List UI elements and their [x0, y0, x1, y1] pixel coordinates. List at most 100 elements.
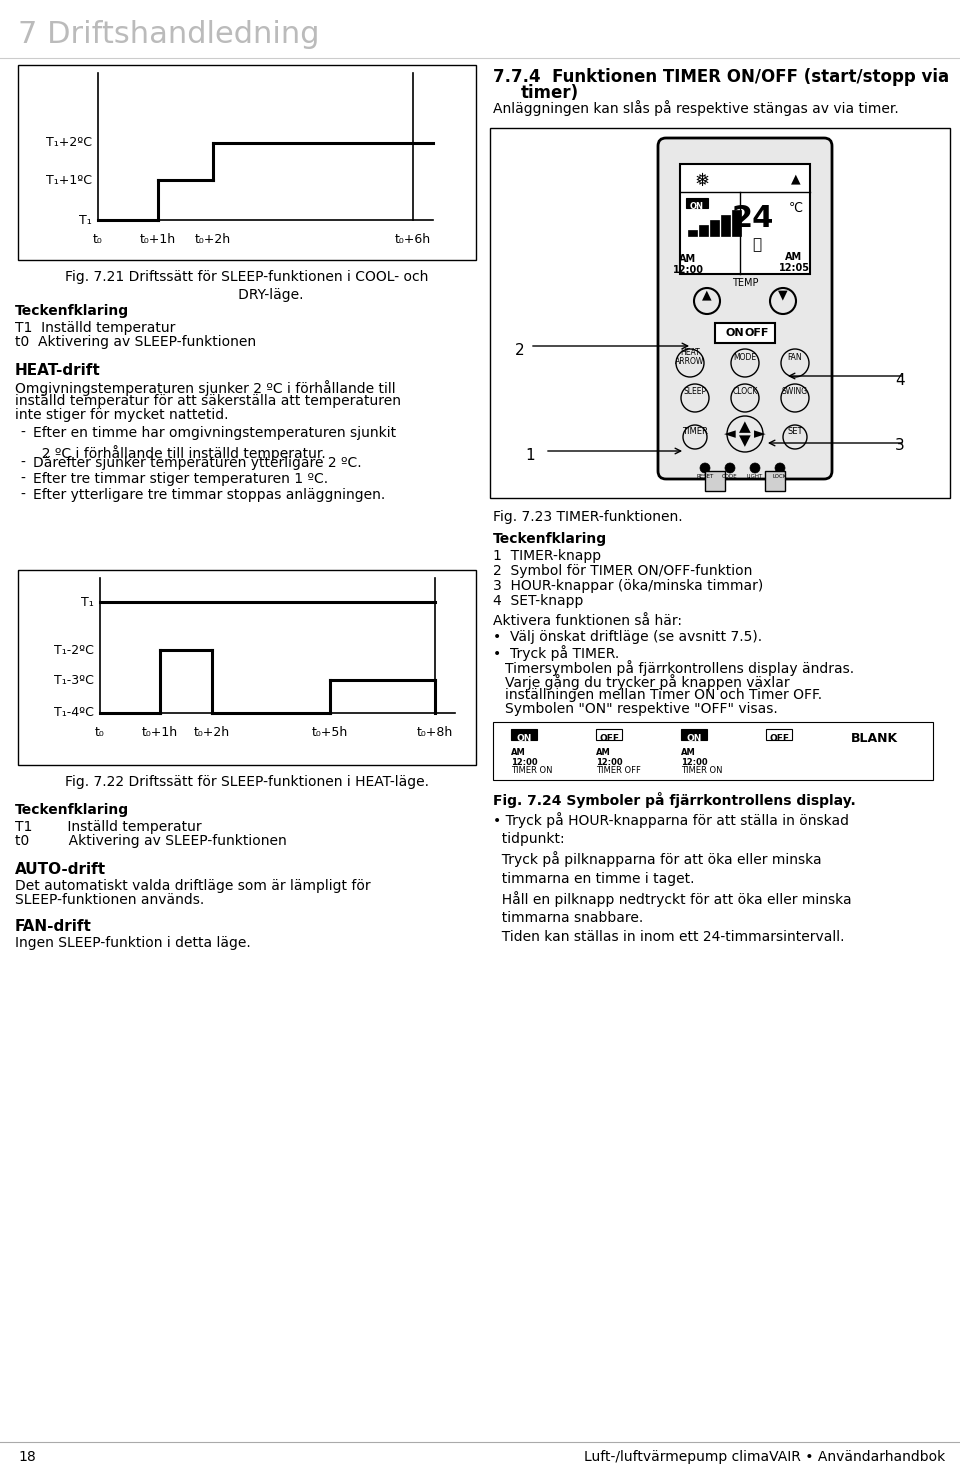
Text: ℃: ℃ [789, 202, 803, 216]
FancyBboxPatch shape [658, 138, 832, 479]
Text: 4: 4 [895, 372, 904, 388]
Text: 1  TIMER-knapp: 1 TIMER-knapp [493, 548, 601, 563]
Text: t0         Aktivering av SLEEP-funktionen: t0 Aktivering av SLEEP-funktionen [15, 834, 287, 847]
Text: CODE: CODE [722, 474, 738, 479]
Text: T1  Inställd temperatur: T1 Inställd temperatur [15, 321, 176, 336]
Text: Teckenfklaring: Teckenfklaring [493, 532, 607, 545]
Text: ▲: ▲ [702, 289, 711, 302]
Text: Teckenfklaring: Teckenfklaring [15, 303, 130, 318]
Text: SLEEP-funktionen används.: SLEEP-funktionen används. [15, 893, 204, 907]
Text: MODE: MODE [733, 352, 756, 362]
Text: TIMER: TIMER [682, 427, 708, 435]
Text: OFF: OFF [745, 328, 769, 339]
Text: timer): timer) [521, 84, 579, 103]
Text: AM
12:00: AM 12:00 [596, 748, 623, 767]
Text: Omgivningstemperaturen sjunker 2 ºC i förhållande till: Omgivningstemperaturen sjunker 2 ºC i fö… [15, 380, 396, 396]
Text: ◄: ◄ [724, 427, 736, 441]
Text: T₁+2ºC: T₁+2ºC [46, 136, 92, 150]
Text: Anläggningen kan slås på respektive stängas av via timer.: Anläggningen kan slås på respektive stän… [493, 100, 899, 116]
Text: TIMER OFF: TIMER OFF [596, 767, 641, 776]
Text: AM
12:05: AM 12:05 [779, 252, 809, 273]
Text: ON: ON [726, 328, 744, 339]
Text: 3  HOUR-knappar (öka/minska timmar): 3 HOUR-knappar (öka/minska timmar) [493, 579, 763, 594]
Bar [511, 729, 537, 740]
Text: t₀+5h: t₀+5h [312, 726, 348, 739]
Text: t₀: t₀ [95, 726, 105, 739]
Circle shape [750, 463, 760, 474]
Text: • Tryck på HOUR-knapparna för att ställa in önskad
  tidpunkt:
  Tryck på pilkna: • Tryck på HOUR-knapparna för att ställa… [493, 812, 852, 944]
Text: •  Tryck på TIMER.: • Tryck på TIMER. [493, 645, 619, 661]
Bar [596, 729, 622, 740]
Text: 2: 2 [515, 343, 524, 358]
Text: LIGHT: LIGHT [747, 474, 763, 479]
Text: ▼: ▼ [739, 434, 751, 449]
Text: RESET: RESET [696, 474, 713, 479]
Text: OFF: OFF [599, 734, 619, 743]
Text: ON: ON [686, 734, 702, 743]
Text: 18: 18 [18, 1450, 36, 1465]
Text: Ingen SLEEP-funktion i detta läge.: Ingen SLEEP-funktion i detta läge. [15, 935, 251, 950]
Text: SET: SET [787, 427, 803, 435]
Text: inställningen mellan Timer ON och Timer OFF.: inställningen mellan Timer ON och Timer … [505, 688, 822, 702]
Text: 7.7.4  Funktionen TIMER ON/OFF (start/stopp via: 7.7.4 Funktionen TIMER ON/OFF (start/sto… [493, 67, 949, 86]
Text: 7 Driftshandledning: 7 Driftshandledning [18, 21, 320, 48]
Text: -: - [20, 488, 25, 501]
Text: Fig. 7.24 Symboler på fjärrkontrollens display.: Fig. 7.24 Symboler på fjärrkontrollens d… [493, 792, 855, 808]
Text: Aktivera funktionen så här:: Aktivera funktionen så här: [493, 614, 682, 627]
Text: HEAT
ARROW: HEAT ARROW [675, 347, 705, 366]
Text: T₁-4ºC: T₁-4ºC [54, 707, 94, 720]
Text: AUTO-drift: AUTO-drift [15, 862, 107, 877]
Text: Därefter sjunker temperaturen ytterligare 2 ºC.: Därefter sjunker temperaturen ytterligar… [33, 456, 362, 471]
Bar [766, 729, 792, 740]
Text: t₀+2h: t₀+2h [195, 233, 231, 246]
Text: Det automatiskt valda driftläge som är lämpligt för: Det automatiskt valda driftläge som är l… [15, 880, 371, 893]
Bar [680, 164, 810, 274]
Bar [710, 220, 719, 236]
Text: -: - [20, 472, 25, 487]
Text: T₁: T₁ [80, 214, 92, 227]
Text: t₀: t₀ [93, 233, 103, 246]
Text: -: - [20, 456, 25, 471]
Circle shape [775, 463, 785, 474]
Text: Fig. 7.21 Driftssätt för SLEEP-funktionen i COOL- och
           DRY-läge.: Fig. 7.21 Driftssätt för SLEEP-funktione… [65, 270, 429, 302]
Text: Teckenfklaring: Teckenfklaring [15, 803, 130, 817]
Text: BLANK: BLANK [851, 732, 899, 745]
Text: ▲: ▲ [791, 172, 801, 185]
Text: inställd temperatur för att säkerställa att temperaturen: inställd temperatur för att säkerställa … [15, 394, 401, 408]
Text: OFF: OFF [769, 734, 789, 743]
Text: T1        Inställd temperatur: T1 Inställd temperatur [15, 819, 202, 834]
Text: Fig. 7.23 TIMER-funktionen.: Fig. 7.23 TIMER-funktionen. [493, 510, 683, 523]
Text: AM
12:00: AM 12:00 [511, 748, 538, 767]
Bar [688, 230, 697, 236]
Text: TIMER ON: TIMER ON [681, 767, 723, 776]
Text: Efter tre timmar stiger temperaturen 1 ºC.: Efter tre timmar stiger temperaturen 1 º… [33, 472, 328, 487]
Text: ON: ON [690, 202, 704, 211]
Bar [18, 570, 476, 765]
Text: 2  Symbol för TIMER ON/OFF-funktion: 2 Symbol för TIMER ON/OFF-funktion [493, 564, 753, 578]
Bar [493, 721, 933, 780]
Text: AM
12:00: AM 12:00 [681, 748, 708, 767]
Text: TEMP: TEMP [732, 279, 758, 287]
Text: AM
12:00: AM 12:00 [673, 254, 704, 274]
Bar [686, 198, 708, 208]
Text: •  Välj önskat driftläge (se avsnitt 7.5).: • Välj önskat driftläge (se avsnitt 7.5)… [493, 630, 762, 644]
Text: TIMER ON: TIMER ON [511, 767, 553, 776]
Bar [765, 471, 785, 491]
Text: inte stiger för mycket nattetid.: inte stiger för mycket nattetid. [15, 408, 228, 422]
Text: t₀+2h: t₀+2h [194, 726, 230, 739]
Text: LOCK: LOCK [773, 474, 787, 479]
Text: HEAT-drift: HEAT-drift [15, 364, 101, 378]
Bar [705, 471, 725, 491]
Text: 1: 1 [525, 449, 535, 463]
Text: t₀+1h: t₀+1h [142, 726, 178, 739]
Text: T₁-2ºC: T₁-2ºC [54, 644, 94, 657]
Circle shape [725, 463, 735, 474]
Circle shape [700, 463, 710, 474]
Text: SLEEP: SLEEP [684, 387, 707, 396]
Text: FAN: FAN [788, 352, 803, 362]
Text: ►: ► [755, 427, 766, 441]
Text: T₁+1ºC: T₁+1ºC [46, 173, 92, 186]
Text: 3: 3 [895, 438, 904, 453]
Text: Efter ytterligare tre timmar stoppas anläggningen.: Efter ytterligare tre timmar stoppas anl… [33, 488, 385, 501]
Text: FAN-drift: FAN-drift [15, 919, 92, 934]
